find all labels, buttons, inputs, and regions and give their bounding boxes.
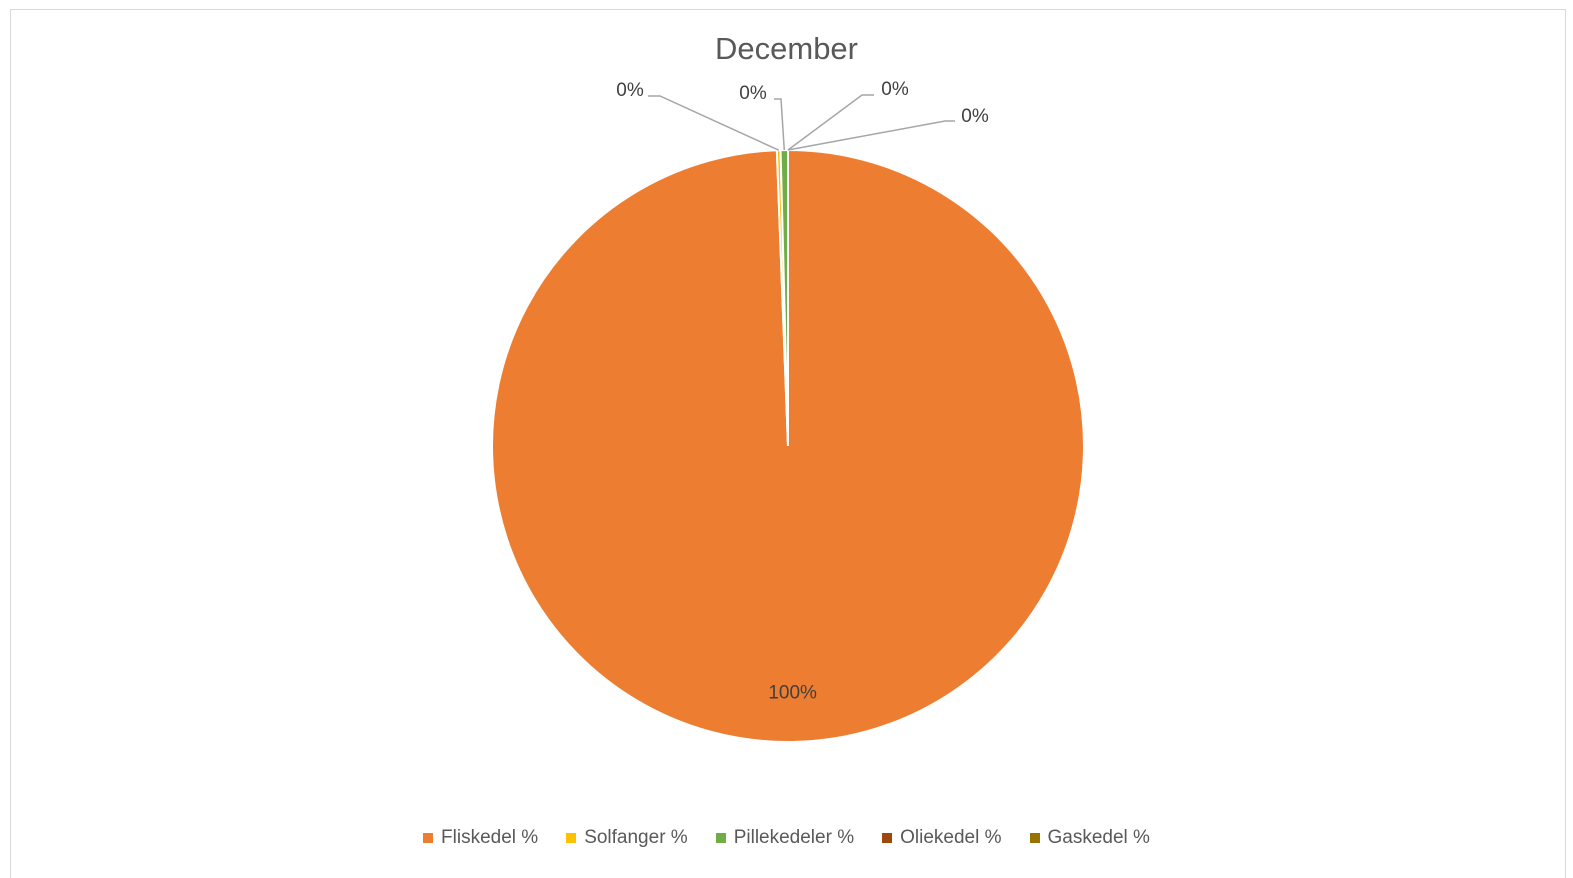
legend-item-pillekedeler: Pillekedeler % [715,827,855,849]
legend-label-gaskedel: Gaskedel % [1047,827,1150,848]
legend-item-solfanger: Solfanger % [566,827,688,849]
legend-item-fliskedel: Fliskedel % [423,827,538,849]
data-label-pillekedeler: 0% [739,83,767,104]
data-label-fliskedel: 100% [768,683,817,704]
data-label-oliekedel: 0% [881,79,909,100]
legend-label-oliekedel: Oliekedel % [900,827,1002,848]
data-label-solfanger: 0% [616,80,644,101]
legend-item-oliekedel: Oliekedel % [882,827,1002,849]
legend-label-pillekedeler: Pillekedeler % [733,827,855,848]
chart-title: December [715,31,858,66]
legend: Fliskedel % Solfanger % Pillekedeler % Olie… [0,827,1573,849]
legend-swatch-oliekedel [882,833,893,843]
leader-line-pillekedeler [774,98,786,151]
legend-item-gaskedel: Gaskedel % [1029,827,1150,849]
legend-swatch-gaskedel [1029,833,1040,843]
leader-line-gaskedel [787,120,955,151]
legend-swatch-fliskedel [423,833,434,843]
leader-line-solfanger [648,95,780,151]
legend-label-solfanger: Solfanger % [584,827,688,848]
legend-swatch-solfanger [566,833,577,843]
legend-swatch-pillekedeler [715,833,726,843]
leader-line-oliekedel [787,94,874,151]
data-label-gaskedel: 0% [961,106,989,127]
legend-label-fliskedel: Fliskedel % [441,827,539,848]
